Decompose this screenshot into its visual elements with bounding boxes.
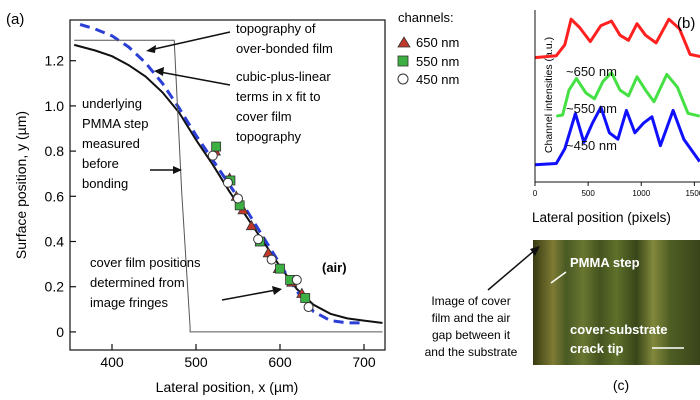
panel-b-series-550: ~550 nm xyxy=(566,101,617,116)
annotation-topography: topography of over-bonded film xyxy=(236,21,333,56)
arrowhead-pmma-step xyxy=(173,166,182,174)
photo-pointer-pmma xyxy=(550,271,567,284)
y-tick-label: 0.4 xyxy=(45,234,65,250)
x-tick-label: 700 xyxy=(352,354,376,370)
y-tick-label: 0.6 xyxy=(45,188,65,204)
svg-text:over-bonded film: over-bonded film xyxy=(236,41,333,56)
panel-b-series-450: ~450 nm xyxy=(566,138,617,153)
intensity-trace xyxy=(556,71,700,118)
arrowhead-fit xyxy=(154,67,164,76)
b-x-tick-label: 0 xyxy=(533,189,538,198)
y-axis-label: Surface position, y (µm) xyxy=(13,111,29,259)
legend-label-550: 550 nm xyxy=(416,54,459,69)
curve-step-gray xyxy=(74,39,383,333)
y-tick-label: 0 xyxy=(56,324,64,340)
panel-a-curves xyxy=(73,23,383,333)
svg-text:Image of cover: Image of cover xyxy=(431,294,510,308)
legend-label-450: 450 nm xyxy=(416,72,459,87)
panel-b-series-650: ~650 nm xyxy=(566,64,617,79)
svg-text:PMMA step: PMMA step xyxy=(82,116,148,131)
point-450nm xyxy=(207,150,218,161)
photo-cover-film xyxy=(533,240,700,365)
point-550nm xyxy=(211,141,222,152)
svg-text:cover film positions: cover film positions xyxy=(90,255,201,270)
svg-text:film and the air: film and the air xyxy=(432,311,511,325)
svg-text:determined from: determined from xyxy=(90,275,185,290)
panel-b-plot xyxy=(534,17,700,167)
x-axis-label: Lateral position, x (µm) xyxy=(156,379,299,395)
svg-text:cover film: cover film xyxy=(236,109,292,124)
annotation-air: (air) xyxy=(322,260,347,275)
legend-title: channels: xyxy=(398,10,454,25)
photo-shade xyxy=(533,240,700,365)
point-450nm xyxy=(253,234,264,245)
svg-text:bonding: bonding xyxy=(82,176,128,191)
photo-label-crack-2: crack tip xyxy=(570,341,624,356)
point-450nm xyxy=(303,302,314,313)
b-x-tick-label: 1500 xyxy=(685,189,700,198)
point-450nm xyxy=(222,177,233,188)
curve-dashed-blue xyxy=(79,23,364,325)
panel-b-ticks: 0 500 1000 1500 xyxy=(533,182,700,198)
y-tick-label: 1.0 xyxy=(45,98,65,114)
svg-text:gap between it: gap between it xyxy=(432,328,511,342)
legend: channels: 650 nm 550 nm 450 nm xyxy=(397,10,459,87)
arrowhead-topography xyxy=(146,45,156,53)
photo-label-crack-1: cover-substrate xyxy=(570,322,668,337)
point-550nm xyxy=(300,293,311,303)
b-x-tick-label: 500 xyxy=(581,189,595,198)
arrow-image-caption xyxy=(487,249,536,291)
svg-text:topography: topography xyxy=(236,129,302,144)
svg-text:before: before xyxy=(82,156,119,171)
legend-marker-circle xyxy=(397,73,409,85)
legend-marker-square xyxy=(397,55,409,67)
panel-a-frame xyxy=(69,19,386,351)
panel-b-label: (b) xyxy=(677,15,695,32)
panel-b-x-label: Lateral position (pixels) xyxy=(532,210,671,225)
annotation-fit: cubic-plus-linear terms in x fit to cove… xyxy=(236,69,331,144)
panel-a-label: (a) xyxy=(6,11,24,28)
svg-text:cubic-plus-linear: cubic-plus-linear xyxy=(236,69,331,84)
legend-label-650: 650 nm xyxy=(416,35,459,50)
arrow-topography xyxy=(149,31,231,51)
photo-label-pmma-step: PMMA step xyxy=(570,255,640,270)
panel-a-points xyxy=(207,141,314,313)
annotation-fringes: cover film positions determined from ima… xyxy=(90,255,201,310)
b-x-tick-label: 1000 xyxy=(632,189,650,198)
point-550nm xyxy=(275,263,285,274)
svg-text:image fringes: image fringes xyxy=(90,295,169,310)
annotation-image-caption: Image of cover film and the air gap betw… xyxy=(425,294,518,359)
arrowhead-fringes xyxy=(272,286,282,295)
intensity-trace xyxy=(534,17,700,60)
intensity-trace xyxy=(534,105,700,167)
y-tick-label: 1.2 xyxy=(45,53,65,69)
x-tick-label: 600 xyxy=(268,354,292,370)
x-tick-label: 400 xyxy=(100,354,124,370)
y-tick-label: 0.8 xyxy=(45,143,65,159)
panel-b-y-label: Channel intensities (a.u.) xyxy=(543,37,555,153)
arrowhead-image-caption xyxy=(530,246,540,256)
panel-c-label: (c) xyxy=(613,377,629,393)
panel-a-ticks: 400 500 600 700 0 0.2 0.4 0.6 0.8 1.0 1.2 xyxy=(45,53,376,370)
legend-marker-triangle xyxy=(397,36,411,48)
annotation-pmma-step: underlying PMMA step measured before bon… xyxy=(82,96,148,191)
point-450nm xyxy=(291,274,302,285)
point-650nm xyxy=(245,219,258,231)
arrow-fringes xyxy=(221,289,277,301)
svg-text:terms in x fit to: terms in x fit to xyxy=(236,89,321,104)
point-450nm xyxy=(233,193,243,204)
curve-solid-black xyxy=(73,43,383,324)
svg-text:measured: measured xyxy=(82,136,140,151)
svg-text:topography of: topography of xyxy=(236,21,316,36)
svg-text:underlying: underlying xyxy=(82,96,142,111)
svg-text:and the substrate: and the substrate xyxy=(425,345,518,359)
x-tick-label: 500 xyxy=(184,354,208,370)
arrow-fit xyxy=(159,71,231,86)
point-450nm xyxy=(266,254,277,265)
y-tick-label: 0.2 xyxy=(45,279,65,295)
